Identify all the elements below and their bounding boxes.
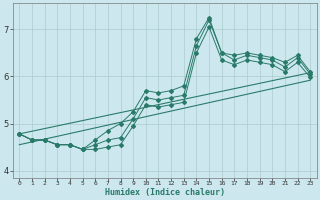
X-axis label: Humidex (Indice chaleur): Humidex (Indice chaleur): [105, 188, 225, 197]
